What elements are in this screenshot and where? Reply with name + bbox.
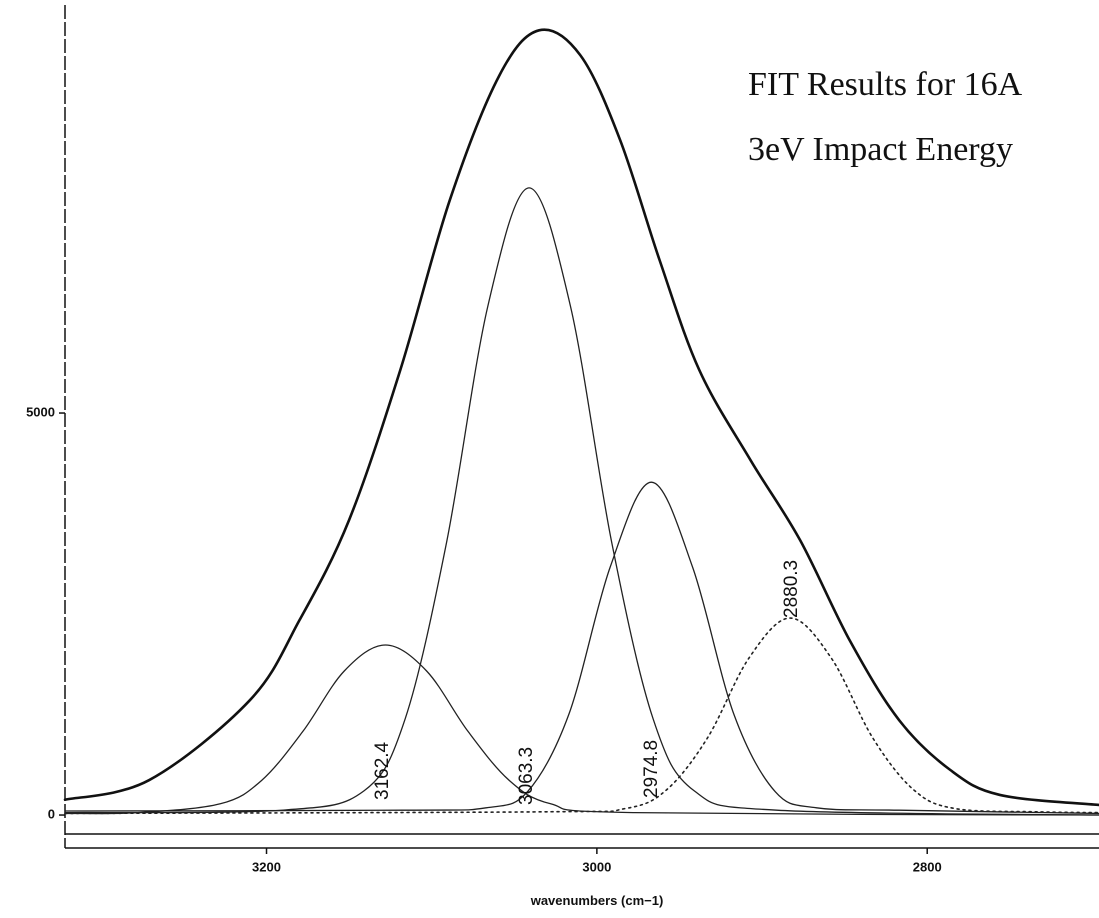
x-tick-label: 3200	[252, 859, 281, 874]
fit-curve	[64, 187, 1099, 816]
x-tick-label: 2800	[913, 859, 942, 874]
fit-curve	[64, 481, 1099, 815]
x-tick-label: 3000	[582, 859, 611, 874]
y-tick-label: 5000	[26, 404, 55, 419]
peak-label: 2880.3	[781, 560, 802, 618]
chart-subtitle: 3eV Impact Energy	[748, 131, 1013, 168]
x-axis-label: wavenumbers (cm−1)	[530, 893, 664, 908]
peak-label: 3063.3	[516, 747, 537, 805]
fit-curve	[64, 644, 1099, 816]
peak-label: 2974.8	[641, 740, 662, 798]
fit-curve	[64, 617, 1099, 815]
chart-title: FIT Results for 16A	[748, 66, 1023, 103]
fit-curve	[63, 28, 1099, 807]
peak-label: 3162.4	[372, 741, 393, 800]
y-tick-label: 0	[48, 806, 55, 821]
